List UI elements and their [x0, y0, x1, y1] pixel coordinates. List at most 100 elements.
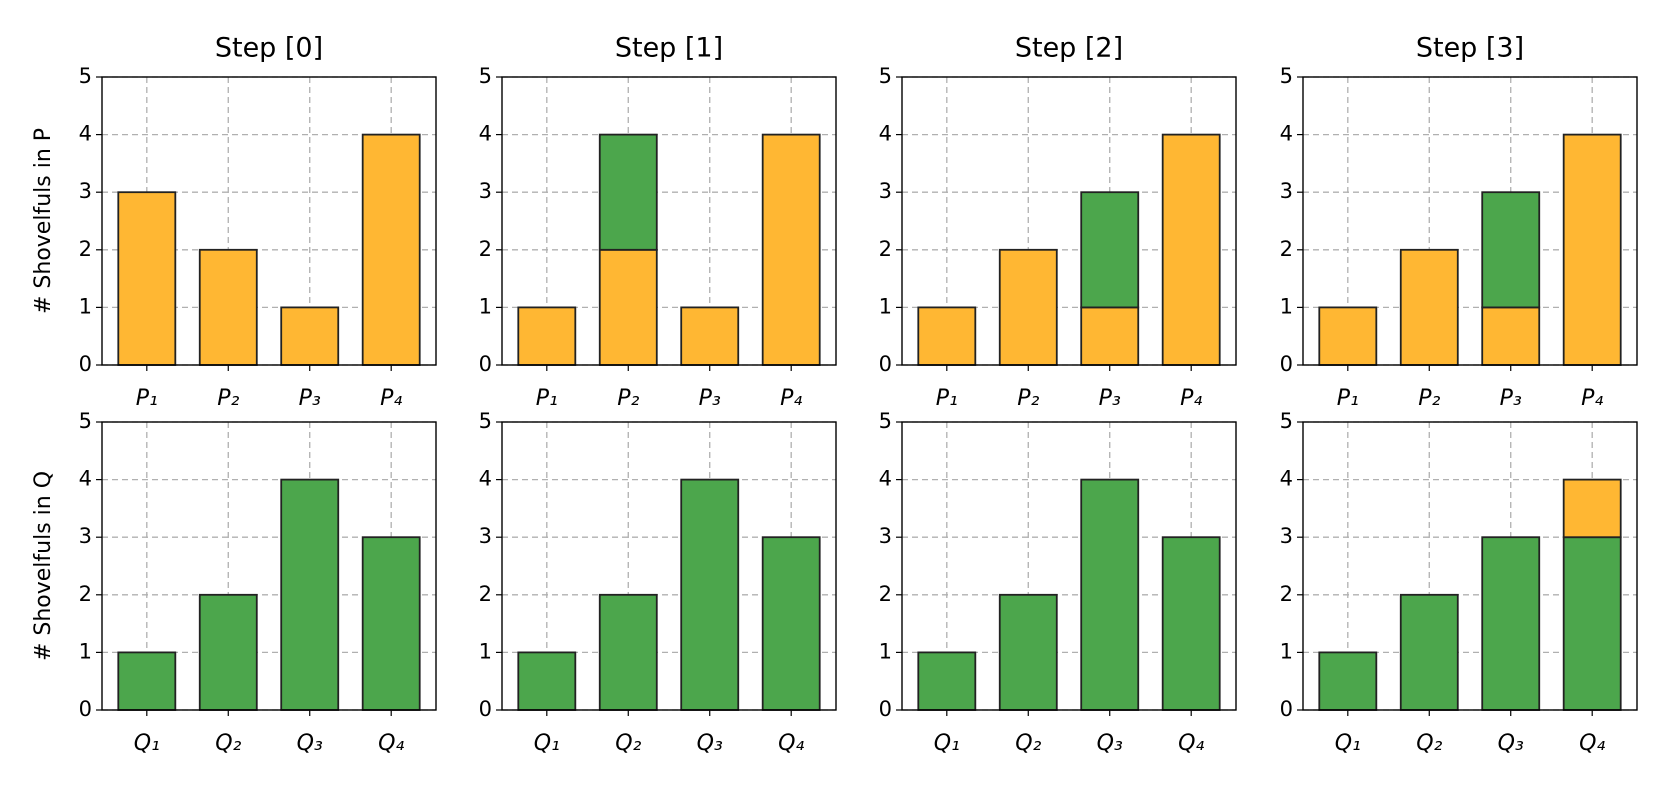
- bar-segment: [117, 191, 177, 366]
- axes-frame: [1302, 421, 1638, 711]
- axes-frame: [501, 421, 837, 711]
- x-tick-label: Q₄: [1178, 731, 1204, 756]
- bar-segment: [1481, 306, 1541, 366]
- y-tick-label: 3: [879, 524, 892, 548]
- x-tick-label: P₁: [936, 386, 958, 411]
- y-tick-label: 3: [79, 524, 92, 548]
- y-tick-label: 0: [479, 352, 492, 376]
- y-tick-label: 1: [879, 639, 892, 663]
- subplot: 0 1 2 3 4 5 P₁ P₂ P₃ P₄ Step [1]: [479, 33, 837, 411]
- y-tick-label: 2: [79, 582, 92, 606]
- bar-segment: [1318, 306, 1378, 366]
- x-tick-label: P₄: [780, 386, 802, 411]
- axes-frame: [501, 76, 837, 366]
- axes-frame: [901, 421, 1237, 711]
- y-tick-label: 3: [479, 179, 492, 203]
- bar-segment: [280, 478, 340, 711]
- axes-frame: [1302, 76, 1638, 366]
- y-tick-label: 2: [879, 237, 892, 261]
- subplot-title: Step [3]: [1416, 33, 1524, 64]
- bar-segment: [1399, 593, 1459, 711]
- bar-segment: [1161, 536, 1221, 711]
- bar-segment: [1481, 191, 1541, 309]
- bar-segment: [1399, 248, 1459, 366]
- y-tick-label: 4: [879, 467, 892, 491]
- y-tick-label: 2: [879, 582, 892, 606]
- bar-segment: [517, 651, 577, 711]
- x-tick-label: Q₁: [534, 731, 560, 756]
- bar-segment: [1562, 133, 1622, 366]
- x-tick-label: P₂: [217, 386, 239, 411]
- x-tick-label: P₄: [380, 386, 402, 411]
- y-tick-label: 0: [1280, 352, 1293, 376]
- y-tick-label: 4: [79, 467, 92, 491]
- bar-segment: [761, 133, 821, 366]
- y-tick-label: 0: [479, 697, 492, 721]
- x-tick-label: P₃: [1099, 386, 1121, 411]
- y-tick-label: 4: [79, 122, 92, 146]
- y-tick-label: 5: [879, 64, 892, 88]
- subplot-title: Step [1]: [615, 33, 723, 64]
- x-tick-label: P₁: [536, 386, 558, 411]
- y-tick-label: 3: [1280, 524, 1293, 548]
- y-tick-label: 2: [79, 237, 92, 261]
- y-tick-label: 5: [79, 64, 92, 88]
- y-tick-label: 5: [879, 409, 892, 433]
- bar-segment: [198, 593, 258, 711]
- subplot-title: Step [0]: [215, 33, 323, 64]
- x-tick-label: Q₂: [1416, 731, 1442, 756]
- x-tick-label: P₃: [299, 386, 321, 411]
- subplot: 0 1 2 3 4 5 Q₁ Q₂ Q₃ Q₄: [479, 409, 837, 756]
- x-tick-label: P₄: [1581, 386, 1603, 411]
- x-tick-label: Q₁: [1335, 731, 1361, 756]
- y-tick-label: 3: [479, 524, 492, 548]
- x-tick-label: Q₄: [1579, 731, 1605, 756]
- y-tick-label: 0: [1280, 697, 1293, 721]
- bar-segment: [1080, 306, 1140, 366]
- x-tick-label: P₂: [1418, 386, 1440, 411]
- x-tick-label: Q₄: [378, 731, 404, 756]
- x-tick-label: P₂: [617, 386, 639, 411]
- y-tick-label: 2: [1280, 582, 1293, 606]
- x-tick-label: P₁: [1337, 386, 1359, 411]
- bar-segment: [361, 536, 421, 711]
- x-tick-label: P₁: [136, 386, 158, 411]
- bar-segment: [680, 478, 740, 711]
- bar-segment: [998, 593, 1058, 711]
- y-tick-label: 4: [1280, 467, 1293, 491]
- x-tick-label: Q₄: [778, 731, 804, 756]
- axes-frame: [101, 76, 437, 366]
- bar-segment: [917, 651, 977, 711]
- y-tick-label: 3: [1280, 179, 1293, 203]
- bar-segment: [361, 133, 421, 366]
- y-tick-label: 5: [479, 409, 492, 433]
- subplot: 0 1 2 3 4 5 Q₁ Q₂ Q₃ Q₄: [1280, 409, 1638, 756]
- x-tick-label: Q₁: [934, 731, 960, 756]
- y-tick-label: 1: [879, 294, 892, 318]
- y-tick-label: 5: [479, 64, 492, 88]
- subplot: 0 1 2 3 4 5 Q₁ Q₂ Q₃ Q₄: [879, 409, 1237, 756]
- y-tick-label: 5: [1280, 64, 1293, 88]
- y-tick-label: 0: [79, 352, 92, 376]
- x-tick-label: Q₂: [1015, 731, 1041, 756]
- x-tick-label: Q₃: [1498, 731, 1524, 756]
- bar-segment: [517, 306, 577, 366]
- y-tick-label: 4: [479, 122, 492, 146]
- bar-segment: [198, 248, 258, 366]
- y-tick-label: 4: [1280, 122, 1293, 146]
- y-tick-label: 0: [879, 697, 892, 721]
- y-tick-label: 3: [79, 179, 92, 203]
- y-tick-label: 4: [879, 122, 892, 146]
- bar-segment: [1161, 133, 1221, 366]
- y-axis-label: # Shovelfuls in Q: [31, 471, 56, 661]
- bar-segment: [1318, 651, 1378, 711]
- y-tick-label: 0: [879, 352, 892, 376]
- bar-segment: [998, 248, 1058, 366]
- x-tick-label: Q₃: [1097, 731, 1123, 756]
- y-tick-label: 4: [479, 467, 492, 491]
- y-tick-label: 3: [879, 179, 892, 203]
- bar-segment: [117, 651, 177, 711]
- bar-segment: [1562, 536, 1622, 711]
- bar-segment: [1562, 478, 1622, 539]
